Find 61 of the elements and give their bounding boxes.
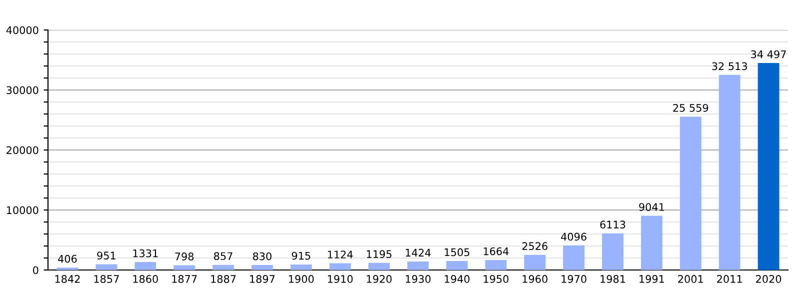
x-tick-label: 1920	[366, 275, 392, 283]
x-tick-label: 1970	[562, 275, 586, 283]
y-tick-label: 20000	[6, 146, 38, 154]
bar	[602, 233, 624, 270]
data-label: 4096	[561, 232, 586, 241]
x-tick-label: 2011	[717, 275, 742, 283]
x-tick-label: 1910	[328, 275, 353, 283]
y-tick-label: 0	[33, 266, 38, 274]
y-tick-label: 10000	[6, 206, 38, 214]
x-tick-label: 1842	[55, 275, 80, 283]
x-tick-label: 1981	[600, 275, 626, 283]
data-label: 2526	[522, 242, 548, 250]
bar	[485, 260, 507, 270]
x-tick-label: 1900	[289, 275, 314, 283]
bar	[329, 263, 351, 270]
bar	[290, 264, 312, 270]
bar	[96, 264, 118, 270]
data-label: 1124	[328, 250, 353, 258]
bar	[524, 254, 546, 270]
bar	[407, 261, 429, 270]
x-tick-label: 1887	[211, 275, 236, 283]
data-label: 1331	[133, 249, 158, 258]
x-tick-label: 1860	[133, 275, 158, 283]
x-tick-label: 1940	[444, 275, 470, 283]
data-label: 1424	[406, 248, 431, 257]
bar	[758, 63, 780, 270]
y-tick-label: 40000	[6, 26, 38, 34]
data-label: 915	[292, 252, 310, 260]
x-tick-label: 1950	[484, 275, 508, 283]
bar	[252, 265, 273, 270]
bar	[718, 74, 740, 270]
y-tick-label: 30000	[6, 86, 38, 94]
data-label: 951	[97, 252, 116, 260]
x-tick-label: 2020	[756, 275, 782, 283]
bar	[680, 116, 702, 270]
bar	[563, 245, 584, 270]
x-tick-label: 1960	[522, 275, 548, 283]
x-tick-label: 1930	[406, 275, 431, 283]
data-label: 6113	[600, 220, 626, 229]
data-label: 34 497	[751, 50, 786, 58]
data-label: 1664	[484, 247, 509, 256]
data-label: 1505	[444, 248, 470, 256]
data-label: 25 559	[673, 104, 708, 112]
data-label: 9041	[639, 203, 664, 211]
data-label: 857	[214, 252, 232, 260]
bar	[174, 265, 196, 270]
bar	[368, 262, 390, 270]
bar	[134, 262, 156, 270]
bar	[212, 264, 234, 270]
x-tick-label: 1857	[94, 275, 119, 283]
bar	[446, 260, 468, 270]
data-label: 406	[58, 254, 77, 263]
data-label: 798	[175, 252, 194, 260]
x-tick-label: 1991	[640, 275, 664, 283]
x-tick-label: 1877	[172, 275, 197, 283]
bar	[640, 216, 662, 270]
x-tick-label: 2001	[678, 275, 703, 283]
data-label: 32 513	[712, 62, 747, 70]
data-label: 830	[252, 252, 272, 260]
x-tick-label: 1897	[250, 275, 275, 283]
data-label: 1195	[366, 250, 392, 258]
